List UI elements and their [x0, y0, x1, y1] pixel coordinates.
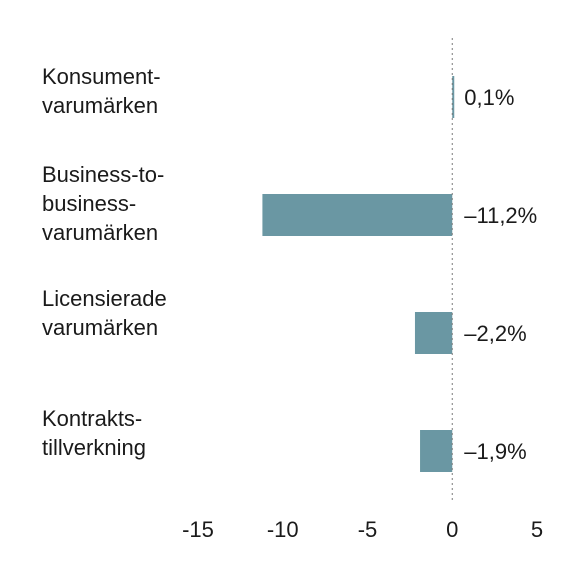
category-label: Kontrakts-tillverkning [42, 406, 146, 460]
bar [262, 194, 453, 236]
bars [262, 76, 455, 472]
x-axis-ticks: -15 -10 -5 0 5 [182, 517, 543, 542]
bar [420, 430, 453, 472]
value-label: –11,2% [464, 203, 537, 228]
value-label: –2,2% [464, 321, 526, 346]
category-label: Business-to-business-varumärken [42, 162, 164, 245]
value-labels: 0,1% –11,2% –2,2% –1,9% [464, 85, 537, 464]
x-tick-label: -10 [267, 517, 299, 542]
value-label: 0,1% [464, 85, 514, 110]
x-tick-label: 0 [446, 517, 458, 542]
x-tick-label: -15 [182, 517, 214, 542]
x-tick-label: -5 [358, 517, 378, 542]
category-label: Konsument-varumärken [42, 64, 161, 118]
bar [414, 312, 453, 354]
bar [452, 76, 455, 118]
value-label: –1,9% [464, 439, 526, 464]
category-labels: Konsument-varumärken Business-to-business… [42, 64, 167, 460]
x-tick-label: 5 [531, 517, 543, 542]
category-label: Licensierade varumärken [42, 286, 167, 340]
